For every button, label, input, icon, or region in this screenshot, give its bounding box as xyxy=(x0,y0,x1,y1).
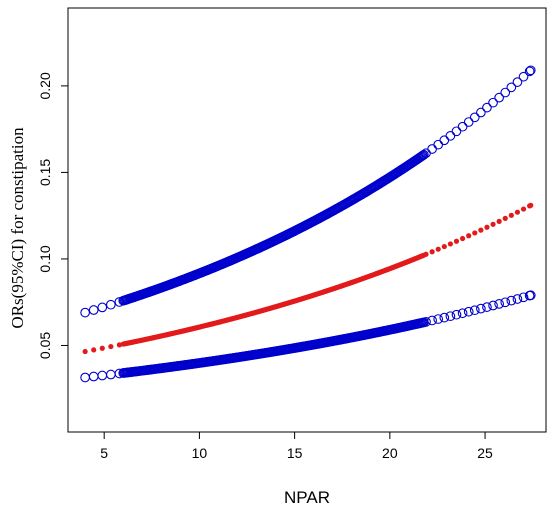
data-point xyxy=(494,299,505,309)
data-point xyxy=(488,97,498,108)
data-point xyxy=(488,300,498,311)
x-axis-title: NPAR xyxy=(284,488,330,507)
data-point xyxy=(417,150,428,161)
y-axis-title: ORs(95%CI) for constipation xyxy=(8,127,27,329)
data-point xyxy=(506,295,517,306)
data-point xyxy=(423,251,429,257)
data-point xyxy=(427,144,437,154)
data-point xyxy=(502,215,508,221)
series-layer xyxy=(80,65,536,383)
data-point xyxy=(88,305,99,315)
y-axis: 0.05 0.10 0.15 0.20 xyxy=(37,72,69,359)
data-point xyxy=(518,71,529,82)
series-upper-ci xyxy=(80,65,536,318)
x-tick-label: 15 xyxy=(287,445,303,461)
data-point xyxy=(453,238,460,244)
data-point xyxy=(433,139,444,150)
data-point xyxy=(512,294,523,304)
data-point xyxy=(82,348,88,355)
data-point xyxy=(469,112,480,123)
data-point xyxy=(421,317,431,327)
data-point xyxy=(484,224,490,230)
y-tick-label: 0.20 xyxy=(37,72,53,99)
x-tick-label: 20 xyxy=(382,445,398,461)
x-tick-label: 5 xyxy=(100,445,108,461)
data-point xyxy=(451,126,462,137)
data-point xyxy=(524,66,535,77)
data-point xyxy=(108,343,114,350)
y-tick-label: 0.10 xyxy=(37,245,53,272)
data-point xyxy=(466,233,472,239)
data-point xyxy=(451,309,462,320)
data-point xyxy=(91,347,97,353)
data-point xyxy=(472,230,478,236)
data-point xyxy=(439,312,450,323)
data-point xyxy=(80,372,90,383)
data-point xyxy=(463,306,474,317)
data-point xyxy=(500,297,511,308)
series-odds-ratio xyxy=(82,202,534,355)
y-tick-label: 0.15 xyxy=(37,159,53,186)
x-tick-label: 10 xyxy=(192,445,208,461)
data-point xyxy=(512,77,523,87)
data-point xyxy=(514,209,521,215)
data-point xyxy=(494,92,505,103)
data-point xyxy=(445,130,456,141)
data-point xyxy=(445,311,456,322)
data-point xyxy=(525,290,536,301)
data-point xyxy=(97,370,108,381)
data-point xyxy=(506,82,517,93)
y-tick-label: 0.05 xyxy=(37,332,53,359)
series-lower-ci xyxy=(80,290,536,383)
data-point xyxy=(80,307,90,318)
data-point xyxy=(518,292,529,303)
data-point xyxy=(490,221,496,227)
data-point xyxy=(441,243,447,250)
data-point xyxy=(482,102,492,113)
data-point xyxy=(478,227,484,233)
data-point xyxy=(500,87,511,98)
data-point xyxy=(496,218,502,224)
data-point xyxy=(97,302,108,313)
data-point xyxy=(457,121,468,132)
data-point xyxy=(427,315,437,326)
data-point xyxy=(457,308,468,319)
data-point xyxy=(476,303,486,314)
data-point xyxy=(476,107,486,118)
data-point xyxy=(88,371,99,382)
data-point xyxy=(463,117,474,127)
data-point xyxy=(99,345,105,351)
data-point xyxy=(469,305,480,316)
data-point xyxy=(105,299,116,310)
data-point xyxy=(459,235,466,242)
data-point xyxy=(429,249,435,255)
data-point xyxy=(418,149,429,160)
data-point xyxy=(520,206,527,212)
data-point xyxy=(435,246,441,252)
x-tick-label: 25 xyxy=(477,445,493,461)
data-point xyxy=(105,369,116,380)
data-point xyxy=(439,135,450,146)
data-point xyxy=(433,314,444,324)
data-point xyxy=(508,212,514,218)
data-point xyxy=(482,302,492,312)
x-axis: 5 10 15 20 25 xyxy=(100,431,493,461)
data-point xyxy=(447,241,453,247)
data-point xyxy=(528,202,534,208)
data-point xyxy=(525,65,536,76)
